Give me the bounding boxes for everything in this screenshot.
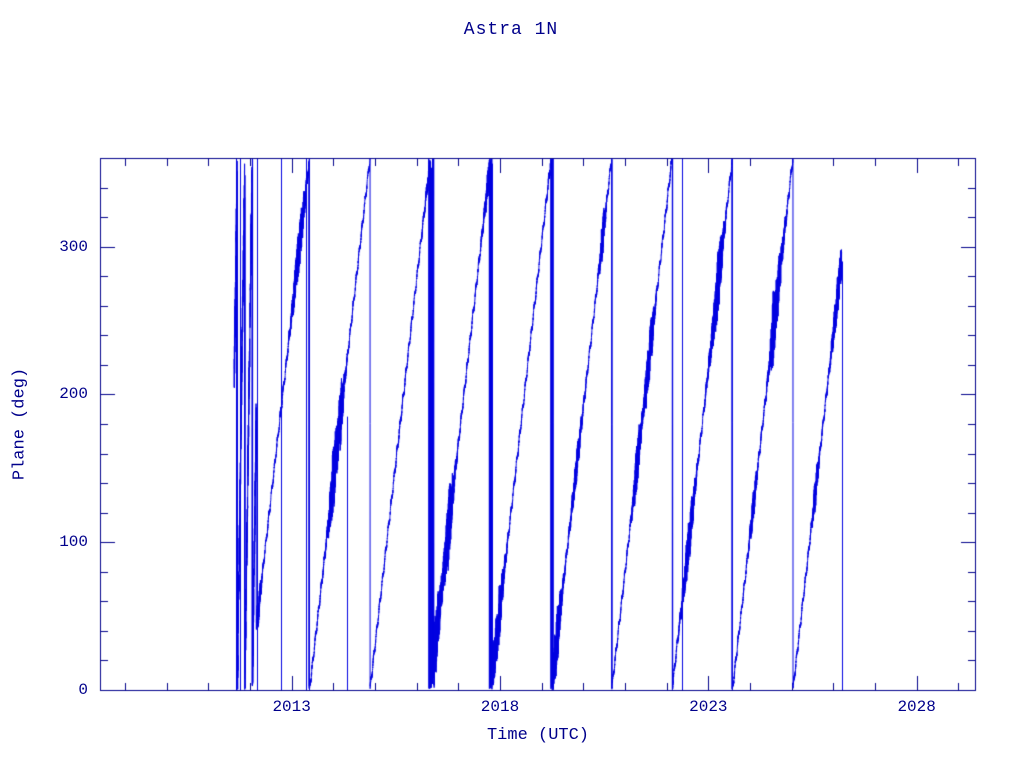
y-tick-label: 0 [78,681,88,699]
x-tick-label: 2013 [272,698,311,716]
chart-title: Astra 1N [463,20,559,40]
x-axis-label: Time (UTC) [486,726,590,745]
y-tick-label: 200 [59,385,88,404]
y-tick-label: 100 [59,533,88,552]
y-axis-label: Plane (deg) [10,367,30,481]
x-tick-label: 2018 [480,698,520,716]
x-tick-label: 2023 [689,698,728,716]
x-tick-label: 2028 [897,698,936,716]
y-tick-label: 300 [59,237,88,256]
